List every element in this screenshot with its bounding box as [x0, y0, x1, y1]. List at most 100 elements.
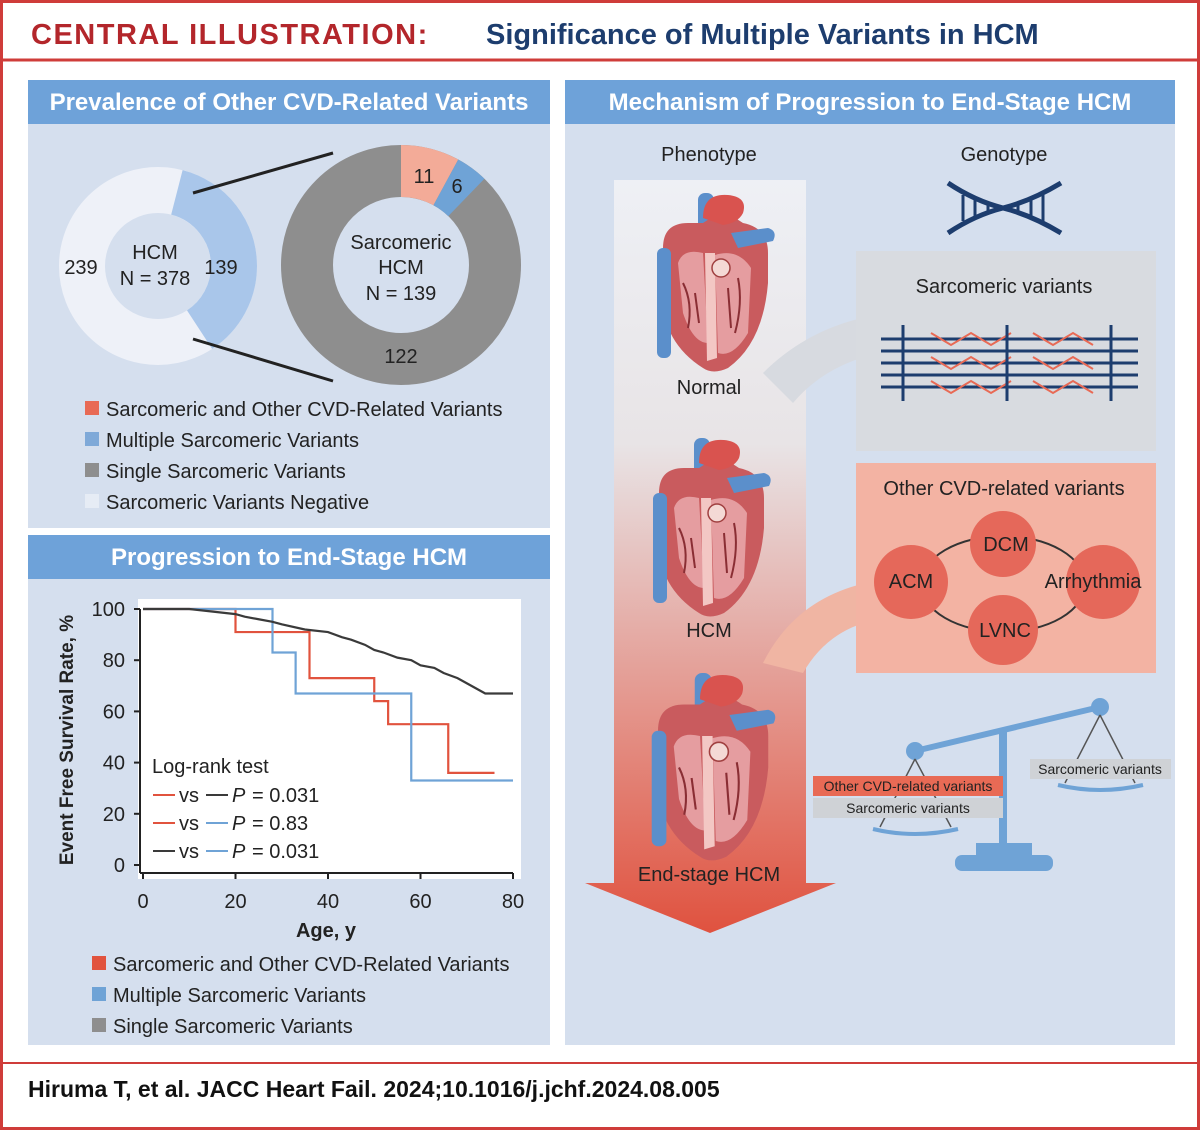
progression-legend: Sarcomeric and Other CVD-Related Variant…	[92, 954, 509, 1038]
y-tick-label: 100	[92, 599, 125, 621]
test-vs: vs	[179, 785, 199, 807]
scale-left-top-label-bg	[813, 776, 1003, 796]
km-series-3	[143, 607, 513, 695]
km-ticks: 0 20 40 60 80 100 0 20 40 60 80	[92, 599, 525, 913]
test-p-value: = 0.031	[252, 841, 319, 863]
progression-panel: Progression to End-Stage HCM 0 20 40 60 80 10…	[28, 535, 550, 1045]
hcm-donut-n: N = 378	[120, 268, 191, 290]
legend-item: Sarcomeric and Other CVD-Related Variant…	[113, 954, 509, 976]
km-series-1	[143, 607, 495, 774]
node-acm	[874, 545, 948, 619]
node-acm-label: ACM	[889, 571, 933, 593]
legend-swatch	[85, 401, 99, 415]
mechanism-panel: Mechanism of Progression to End-Stage HC…	[565, 80, 1175, 1045]
scale-left-bottom-label-bg	[813, 798, 1003, 818]
legend-swatch	[85, 494, 99, 508]
x-tick-label: 60	[409, 891, 431, 913]
scale-right-label-bg	[1030, 759, 1171, 779]
node-arrhythmia	[1066, 545, 1140, 619]
test-p-value: = 0.83	[252, 813, 308, 835]
test-p-label: P	[232, 841, 246, 863]
test-p-value: = 0.031	[252, 785, 319, 807]
zoom-line-bottom	[192, 337, 334, 383]
y-tick-label: 40	[103, 753, 125, 775]
test-p-label: P	[232, 785, 246, 807]
other-connector	[763, 585, 858, 673]
y-tick-label: 20	[103, 804, 125, 826]
hcm-donut-sarcomeric	[59, 167, 257, 365]
y-tick-label: 80	[103, 650, 125, 672]
logrank-title: Log-rank test	[152, 756, 269, 778]
hcm-negative-count: 239	[64, 257, 97, 279]
legend-swatch	[85, 463, 99, 477]
illustration-canvas: CENTRAL ILLUSTRATION: Significance of Mu…	[3, 19, 1197, 1102]
node-arrhythmia-label: Arrhythmia	[1045, 571, 1143, 593]
legend-item: Multiple Sarcomeric Variants	[113, 985, 366, 1007]
scale-left-bottom-label: Sarcomeric variants	[846, 800, 970, 816]
test-vs: vs	[179, 841, 199, 863]
prevalence-panel: Prevalence of Other CVD-Related Variants…	[28, 80, 550, 528]
node-dcm	[970, 511, 1036, 577]
header-prefix: CENTRAL ILLUSTRATION:	[31, 19, 429, 51]
sarc-other-count: 11	[414, 166, 435, 188]
legend-swatch	[92, 987, 106, 1001]
node-lvnc-label: LVNC	[979, 620, 1031, 642]
sarc-donut-n: N = 139	[366, 283, 437, 305]
logrank-tests: vs P = 0.031 vs P = 0.83 vs P = 0.031	[153, 785, 319, 863]
legend-item: Single Sarcomeric Variants	[113, 1016, 353, 1038]
x-tick-label: 80	[502, 891, 524, 913]
scale-right-label: Sarcomeric variants	[1038, 761, 1162, 777]
sarc-single-count: 122	[384, 346, 417, 368]
scale-left-top-label: Other CVD-related variants	[824, 778, 993, 794]
progression-title: Progression to End-Stage HCM	[111, 544, 467, 571]
km-series-2	[143, 607, 513, 782]
stage-normal: Normal	[677, 377, 741, 399]
dna-icon	[946, 180, 1063, 236]
sarc-multi-count: 6	[451, 176, 462, 198]
legend-swatch	[85, 432, 99, 446]
km-series	[143, 607, 513, 782]
mechanism-title-bar	[565, 80, 1175, 124]
sarc-donut-line1: Sarcomeric	[350, 232, 451, 254]
sarcomeric-box-title: Sarcomeric variants	[916, 276, 1093, 298]
hcm-sarcomeric-count: 139	[204, 257, 237, 279]
citation: Hiruma T, et al. JACC Heart Fail. 2024;1…	[28, 1076, 720, 1102]
legend-item: Multiple Sarcomeric Variants	[106, 430, 359, 452]
header-title: Significance of Multiple Variants in HCM	[486, 19, 1039, 51]
phenotype-label: Phenotype	[661, 144, 757, 166]
km-ylabel: Event Free Survival Rate, %	[57, 615, 78, 865]
stage-hcm: HCM	[686, 620, 732, 642]
legend-swatch	[92, 1018, 106, 1032]
prevalence-title: Prevalence of Other CVD-Related Variants	[50, 89, 529, 116]
x-tick-label: 20	[224, 891, 246, 913]
legend-item: Single Sarcomeric Variants	[106, 461, 346, 483]
prevalence-title-bar	[28, 80, 550, 124]
legend-item: Sarcomeric and Other CVD-Related Variant…	[106, 399, 502, 421]
km-plot-area	[138, 599, 521, 879]
hcm-donut-label: HCM	[132, 242, 178, 264]
node-lvnc	[968, 595, 1038, 665]
zoom-line-top	[192, 151, 334, 195]
legend-swatch	[92, 956, 106, 970]
test-vs: vs	[179, 813, 199, 835]
progression-title-bar	[28, 535, 550, 579]
stage-end: End-stage HCM	[638, 864, 780, 886]
km-xlabel: Age, y	[296, 920, 357, 942]
sarcomeric-connector	[763, 319, 858, 403]
node-dcm-label: DCM	[983, 534, 1029, 556]
mechanism-title: Mechanism of Progression to End-Stage HC…	[609, 89, 1132, 116]
x-tick-label: 0	[137, 891, 148, 913]
legend-item: Sarcomeric Variants Negative	[106, 492, 369, 514]
sarcomere-icon	[881, 325, 1138, 401]
prevalence-legend: Sarcomeric and Other CVD-Related Variant…	[85, 399, 502, 514]
x-tick-label: 40	[317, 891, 339, 913]
other-box-title: Other CVD-related variants	[883, 478, 1124, 500]
km-axes	[139, 609, 513, 874]
sarc-donut-line2: HCM	[378, 257, 424, 279]
genotype-label: Genotype	[961, 144, 1048, 166]
y-tick-label: 0	[114, 855, 125, 877]
sarc-donut-other-cvd	[281, 145, 521, 385]
test-p-label: P	[232, 813, 246, 835]
y-tick-label: 60	[103, 701, 125, 723]
